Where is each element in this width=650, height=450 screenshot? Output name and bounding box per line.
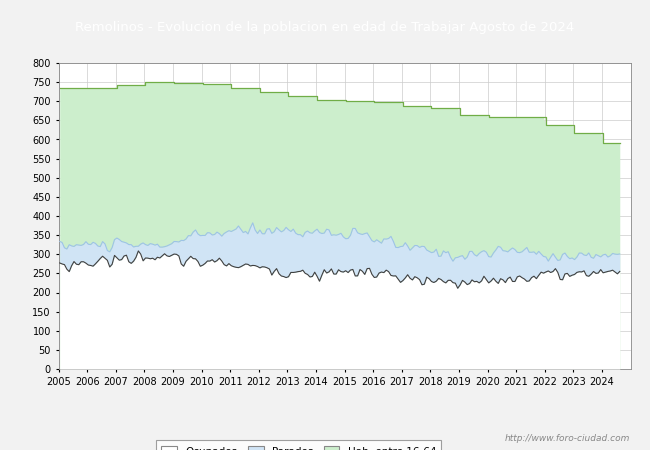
- Legend: Ocupados, Parados, Hab. entre 16-64: Ocupados, Parados, Hab. entre 16-64: [156, 441, 441, 450]
- Text: http://www.foro-ciudad.com: http://www.foro-ciudad.com: [505, 434, 630, 443]
- Text: Remolinos - Evolucion de la poblacion en edad de Trabajar Agosto de 2024: Remolinos - Evolucion de la poblacion en…: [75, 21, 575, 33]
